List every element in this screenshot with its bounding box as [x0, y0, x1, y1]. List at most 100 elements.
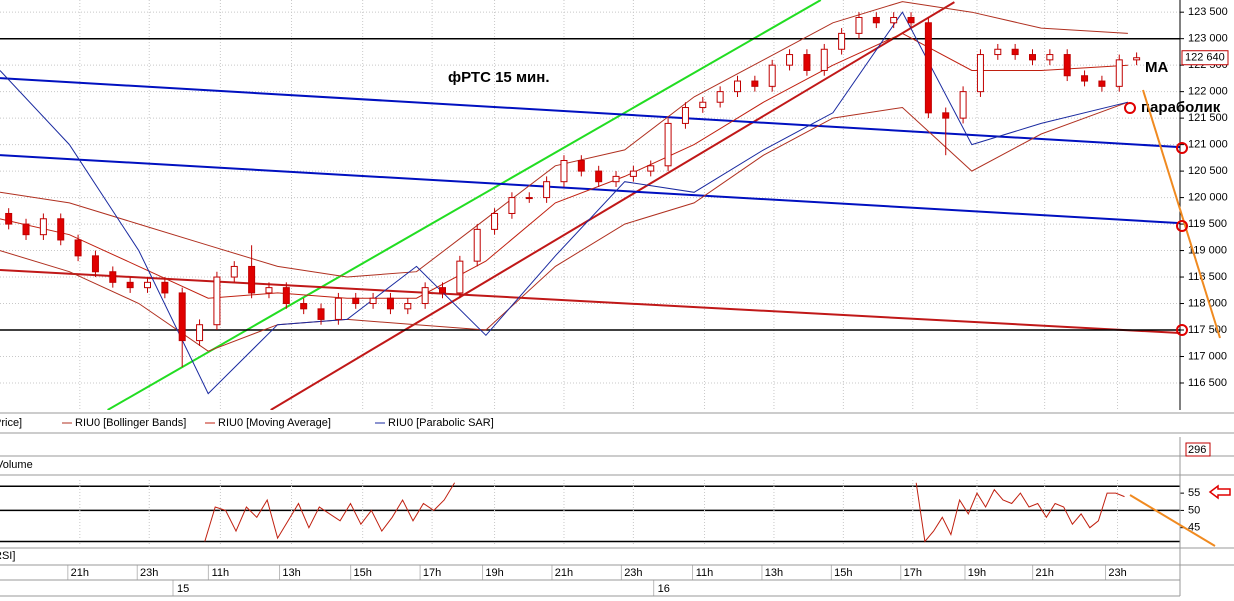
- arrow-icon: [1208, 484, 1231, 500]
- y-tick-label: 117 500: [1188, 324, 1227, 336]
- y-tick-label: 122 000: [1188, 86, 1228, 98]
- candle-body: [491, 212, 499, 230]
- y-tick-label: 123 000: [1188, 33, 1228, 45]
- candle-body: [734, 80, 741, 93]
- candle-body: [196, 324, 204, 342]
- candle-body: [751, 80, 759, 87]
- candle-body: [473, 228, 481, 262]
- candle-body: [629, 170, 637, 177]
- marker-circle: [1176, 324, 1188, 336]
- candle-body: [1063, 54, 1071, 77]
- y-tick-label: 120 500: [1188, 165, 1228, 177]
- rsi-tick-label: 50: [1188, 504, 1200, 516]
- x-tick-label: 13h: [765, 567, 783, 579]
- volume-last: 296: [1188, 444, 1206, 456]
- y-tick-label: 121 000: [1188, 139, 1228, 151]
- candle-body: [126, 281, 134, 289]
- y-tick-label: 119 000: [1188, 244, 1227, 256]
- candle-body: [22, 223, 30, 236]
- candle-body: [386, 297, 394, 310]
- price-plot: [0, 0, 1180, 410]
- trend-line: [0, 154, 1180, 225]
- candle-body: [1011, 48, 1019, 56]
- y-tick-label: 118 000: [1188, 297, 1227, 309]
- y-tick-label: 120 000: [1188, 191, 1228, 203]
- indicator-line: [0, 1, 1128, 278]
- candle-body: [803, 54, 811, 71]
- overlay: 116 500 117 000 117 500 118 000 118 500 119 0…: [62, 6, 1229, 596]
- candle-body: [872, 16, 880, 24]
- candle-body: [907, 16, 915, 24]
- candle-body: [786, 54, 794, 66]
- x-tick-label: 21h: [555, 567, 573, 579]
- rsi-line: [204, 482, 1125, 543]
- candle-body: [942, 112, 950, 119]
- legend-label: RIU0 [Bollinger Bands]: [75, 417, 186, 429]
- x-tick-label: 13h: [282, 567, 300, 579]
- last-price-label: 122 640: [1185, 52, 1225, 64]
- candle-body: [57, 218, 65, 241]
- value-box: [1185, 442, 1211, 457]
- candle-body: [664, 122, 672, 167]
- price-box: [1181, 50, 1229, 66]
- candle-body: [369, 297, 377, 305]
- candle-body: [74, 239, 82, 257]
- day-label: 16: [658, 583, 670, 595]
- candle-body: [525, 197, 533, 200]
- candle-body: [820, 48, 828, 71]
- candle-body: [647, 165, 655, 172]
- candle-body: [612, 175, 620, 183]
- candle-body: [1029, 54, 1036, 61]
- legend-label: RIU0 [Parabolic SAR]: [388, 417, 494, 429]
- trend-line: [107, 0, 822, 410]
- candle-body: [230, 265, 238, 278]
- marker-circle: [1124, 102, 1136, 114]
- candle-body: [543, 181, 551, 199]
- candle-body: [265, 287, 273, 294]
- candle-body: [1115, 59, 1123, 87]
- trend-line: [0, 77, 1180, 149]
- x-tick-label: 23h: [140, 567, 158, 579]
- candle-body: [282, 287, 290, 305]
- candle-body: [699, 101, 707, 109]
- x-tick-label: 21h: [71, 567, 89, 579]
- x-tick-label: 19h: [968, 567, 986, 579]
- rsi-plot: [0, 480, 1180, 546]
- y-tick-label: 119 500: [1188, 218, 1227, 230]
- candle-body: [508, 197, 516, 214]
- x-tick-label: 21h: [1035, 567, 1053, 579]
- candle-body: [404, 303, 412, 310]
- trend-line: [0, 269, 1180, 334]
- x-tick-label: 17h: [423, 567, 441, 579]
- candle-body: [248, 265, 256, 294]
- trend-line: [270, 1, 955, 410]
- candle-body: [838, 32, 846, 50]
- x-tick-label: 17h: [904, 567, 922, 579]
- candle-body: [5, 212, 13, 225]
- y-tick-label: 118 500: [1188, 271, 1227, 283]
- panel-label: Volume: [0, 459, 33, 471]
- x-tick-label: 23h: [624, 567, 642, 579]
- x-tick-label: 11h: [212, 567, 230, 579]
- candle-body: [1098, 80, 1106, 87]
- candle-body: [421, 287, 429, 305]
- candle-body: [1046, 54, 1054, 61]
- candle-body: [300, 303, 308, 310]
- legend-label: Price]: [0, 417, 22, 429]
- candle-body: [959, 91, 967, 119]
- candle-body: [178, 292, 186, 342]
- candle-body: [352, 297, 360, 305]
- x-tick-label: 11h: [696, 567, 714, 579]
- x-tick-label: 15h: [353, 567, 371, 579]
- candle-body: [716, 91, 724, 103]
- marker-circle: [1176, 142, 1188, 154]
- candle-body: [109, 271, 117, 283]
- rsi-tick-label: 55: [1188, 487, 1200, 499]
- candle-body: [595, 170, 603, 183]
- candle-body: [439, 287, 446, 294]
- y-tick-label: 121 500: [1188, 112, 1228, 124]
- candle-body: [39, 218, 47, 236]
- legend-label: RIU0 [Moving Average]: [218, 417, 331, 429]
- candle-body: [317, 308, 325, 320]
